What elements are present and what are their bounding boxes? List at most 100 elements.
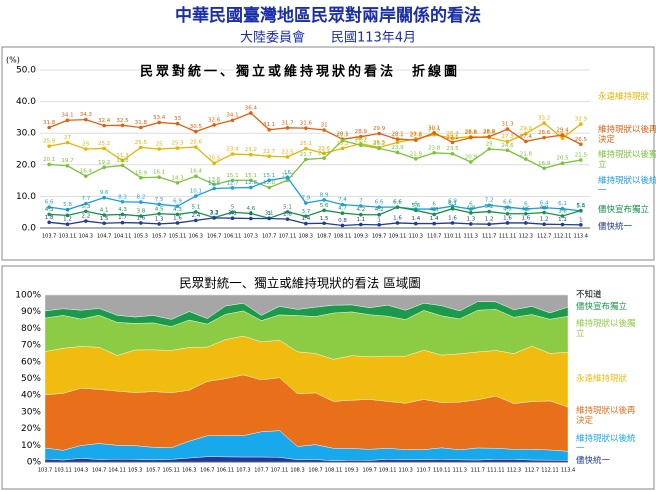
- x-tick-label: 103.11: [54, 468, 72, 474]
- value-label: 21.8: [520, 152, 533, 158]
- point: [524, 211, 528, 216]
- value-label: 4.3: [118, 207, 127, 213]
- point: [304, 201, 308, 205]
- point: [560, 133, 565, 137]
- point: [212, 216, 216, 220]
- value-label: 15.1: [245, 173, 257, 179]
- legend-label: 永遠維持現狀: [598, 92, 650, 102]
- value-label: 27.3: [501, 134, 514, 140]
- point: [102, 123, 106, 128]
- point: [450, 221, 455, 225]
- value-label: 3.8: [136, 208, 145, 214]
- point: [47, 162, 51, 167]
- value-label: 28.1: [336, 132, 348, 138]
- point: [414, 138, 418, 142]
- value-label: 1.6: [521, 215, 530, 221]
- y-tick-label: 20%: [21, 424, 41, 434]
- value-label: 4.5: [155, 206, 164, 212]
- point: [505, 139, 510, 144]
- point: [230, 216, 235, 221]
- point: [139, 175, 143, 180]
- point: [579, 122, 583, 126]
- value-label: 31.8: [135, 120, 148, 126]
- point: [212, 123, 216, 127]
- x-tick-label: 107.3: [236, 468, 250, 474]
- point: [579, 223, 583, 227]
- point: [102, 221, 106, 226]
- value-label: 3.3: [210, 210, 219, 216]
- point: [84, 147, 88, 151]
- value-label: 25.6: [190, 140, 203, 146]
- point: [450, 204, 455, 208]
- value-label: 25.3: [171, 141, 184, 147]
- value-label: 26.5: [575, 137, 588, 143]
- value-label: 31.3: [501, 122, 514, 128]
- point: [377, 205, 381, 209]
- x-tick-label: 111.11: [499, 234, 517, 240]
- point: [47, 205, 51, 209]
- point: [322, 198, 326, 202]
- legend-label: 儘快宣布獨立: [598, 205, 650, 215]
- point: [139, 200, 143, 204]
- x-tick-label: 112.3: [507, 468, 521, 474]
- x-tick-label: 110.11: [433, 468, 451, 474]
- value-label: 6: [432, 202, 436, 208]
- legend-label: 維持現狀以後統一: [576, 434, 636, 454]
- point: [194, 174, 198, 178]
- x-tick-label: 105.3: [134, 234, 148, 240]
- value-label: 4.2: [375, 207, 384, 213]
- point: [322, 128, 326, 132]
- point: [487, 203, 491, 208]
- point: [139, 125, 143, 130]
- value-label: 6.6: [393, 200, 402, 206]
- value-label: 5.4: [576, 203, 585, 209]
- x-tick-label: 108.11: [334, 234, 352, 240]
- point: [579, 158, 583, 162]
- value-label: 6: [414, 202, 418, 208]
- point: [469, 207, 473, 211]
- point: [212, 186, 216, 191]
- x-tick-label: 105.7: [146, 468, 160, 474]
- point: [285, 210, 290, 214]
- point: [322, 208, 326, 213]
- value-label: 5.3: [81, 204, 90, 210]
- value-label: 23.4: [226, 147, 239, 153]
- value-label: 1.2: [485, 217, 494, 223]
- point: [560, 222, 565, 227]
- x-tick-label: 112.11: [554, 234, 572, 240]
- value-label: 1.2: [63, 217, 72, 223]
- value-label: 27.7: [336, 133, 349, 139]
- value-label: 13.8: [208, 177, 221, 183]
- point: [47, 220, 51, 225]
- value-label: 31.1: [263, 122, 275, 128]
- value-label: 20.1: [43, 157, 55, 163]
- value-label: 1: [377, 217, 381, 223]
- value-label: 1.1: [558, 217, 567, 223]
- value-label: 1.1: [356, 217, 365, 223]
- value-label: 1.4: [301, 216, 310, 222]
- value-label: 12.8: [245, 180, 258, 186]
- y-tick-label: 60%: [21, 357, 41, 367]
- point: [432, 207, 436, 211]
- value-label: 15.9: [135, 170, 148, 176]
- point: [560, 214, 565, 218]
- x-tick-label: 113.4: [574, 234, 588, 240]
- point: [560, 136, 565, 141]
- point: [505, 148, 510, 153]
- value-label: 27.8: [410, 133, 423, 139]
- value-label: 4.2: [356, 207, 365, 213]
- point: [175, 221, 180, 225]
- value-label: 28.9: [355, 129, 368, 135]
- point: [432, 221, 436, 226]
- value-label: 6.9: [173, 199, 182, 205]
- point: [65, 118, 70, 123]
- value-label: 6.6: [375, 200, 384, 206]
- x-tick-label: 107.3: [244, 234, 258, 240]
- y-tick-label: 50%: [21, 374, 41, 384]
- point: [432, 131, 436, 135]
- legend-label: 維持現狀以後再決定: [598, 125, 656, 145]
- value-label: 6.6: [45, 200, 54, 206]
- point: [267, 216, 271, 221]
- x-tick-label: 106.7: [200, 468, 214, 474]
